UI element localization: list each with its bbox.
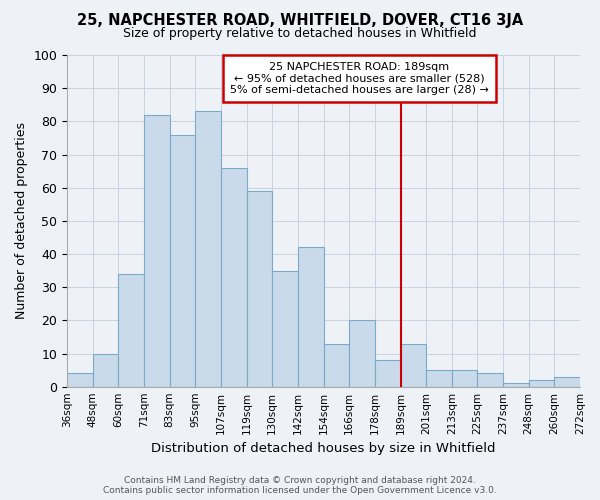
Bar bbox=[196, 112, 221, 386]
Text: Contains HM Land Registry data © Crown copyright and database right 2024.
Contai: Contains HM Land Registry data © Crown c… bbox=[103, 476, 497, 495]
Text: 25, NAPCHESTER ROAD, WHITFIELD, DOVER, CT16 3JA: 25, NAPCHESTER ROAD, WHITFIELD, DOVER, C… bbox=[77, 12, 523, 28]
Bar bbox=[144, 114, 170, 386]
Bar bbox=[67, 374, 93, 386]
Bar bbox=[170, 134, 196, 386]
Y-axis label: Number of detached properties: Number of detached properties bbox=[15, 122, 28, 320]
Bar bbox=[426, 370, 452, 386]
Bar bbox=[247, 191, 272, 386]
Bar bbox=[93, 354, 118, 386]
Bar bbox=[554, 376, 580, 386]
Bar bbox=[118, 274, 144, 386]
Bar bbox=[375, 360, 401, 386]
Bar bbox=[529, 380, 554, 386]
Bar bbox=[503, 384, 529, 386]
Text: Size of property relative to detached houses in Whitfield: Size of property relative to detached ho… bbox=[123, 28, 477, 40]
Bar bbox=[401, 344, 426, 386]
Bar bbox=[298, 248, 323, 386]
X-axis label: Distribution of detached houses by size in Whitfield: Distribution of detached houses by size … bbox=[151, 442, 496, 455]
Bar bbox=[221, 168, 247, 386]
Bar bbox=[323, 344, 349, 386]
Bar bbox=[349, 320, 375, 386]
Bar bbox=[272, 270, 298, 386]
Text: 25 NAPCHESTER ROAD: 189sqm
← 95% of detached houses are smaller (528)
5% of semi: 25 NAPCHESTER ROAD: 189sqm ← 95% of deta… bbox=[230, 62, 489, 95]
Bar bbox=[452, 370, 478, 386]
Bar bbox=[478, 374, 503, 386]
